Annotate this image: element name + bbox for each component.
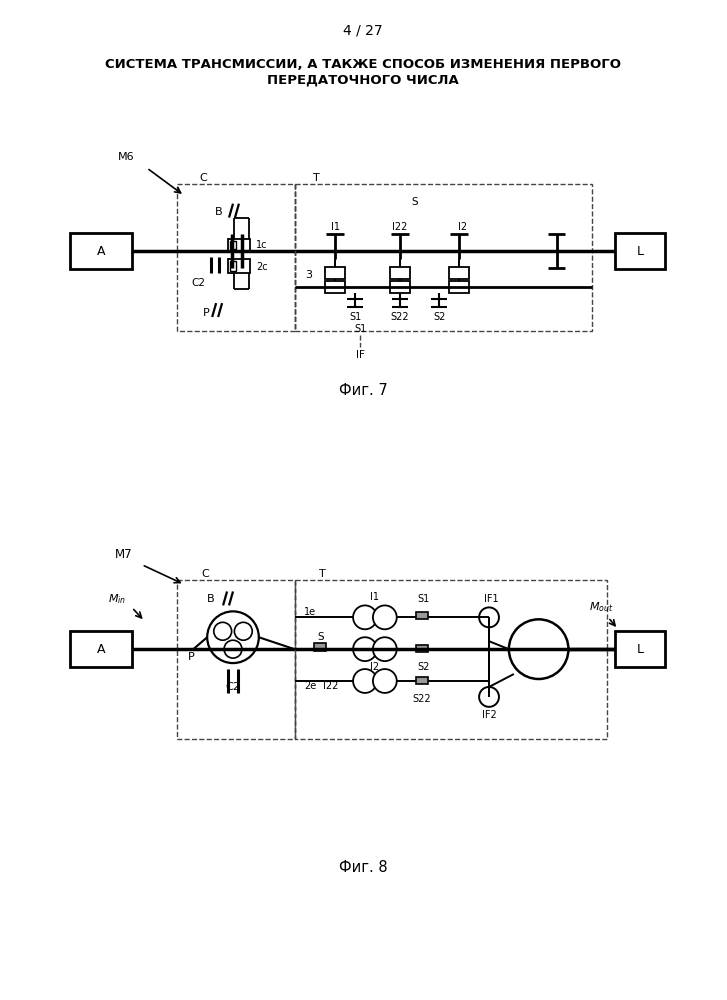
- Text: I22: I22: [323, 681, 338, 691]
- Text: S1: S1: [354, 324, 366, 334]
- Bar: [177, 184, 294, 331]
- Bar: [449, 267, 469, 279]
- Bar: [449, 281, 469, 293]
- Circle shape: [353, 605, 377, 629]
- Bar: [228, 239, 250, 251]
- Bar: [325, 281, 345, 293]
- Text: 2c: 2c: [256, 262, 268, 272]
- Text: M6: M6: [118, 152, 134, 162]
- Text: S1: S1: [349, 312, 361, 322]
- Circle shape: [224, 640, 242, 658]
- Text: A: A: [97, 643, 105, 656]
- Circle shape: [479, 687, 499, 707]
- Text: I1: I1: [331, 222, 340, 232]
- Text: IF1: IF1: [483, 594, 498, 604]
- Text: T: T: [319, 569, 326, 579]
- Text: P: P: [188, 652, 195, 662]
- Text: S22: S22: [390, 312, 409, 322]
- Circle shape: [373, 605, 397, 629]
- Text: I2: I2: [458, 222, 467, 232]
- Text: 1e: 1e: [305, 607, 316, 617]
- Text: I1: I1: [371, 592, 379, 602]
- Text: S: S: [411, 197, 418, 207]
- Text: T: T: [313, 173, 320, 183]
- Text: C2: C2: [225, 682, 241, 692]
- Bar: [325, 267, 345, 279]
- Text: 4 / 27: 4 / 27: [343, 24, 383, 38]
- Bar: [230, 241, 236, 249]
- Bar: [615, 631, 664, 667]
- Text: $M_{out}$: $M_{out}$: [589, 600, 614, 614]
- Text: L: L: [636, 643, 643, 656]
- Text: 2e: 2e: [305, 681, 316, 691]
- Circle shape: [353, 637, 377, 661]
- Text: Фиг. 8: Фиг. 8: [339, 860, 387, 875]
- Text: A: A: [97, 245, 105, 258]
- Circle shape: [234, 622, 252, 640]
- Text: IF2: IF2: [482, 710, 497, 720]
- Bar: [71, 233, 132, 269]
- Bar: [294, 580, 607, 739]
- Bar: [615, 233, 664, 269]
- Text: L: L: [636, 245, 643, 258]
- Bar: [416, 645, 427, 652]
- Text: C2: C2: [191, 278, 205, 288]
- Text: ПЕРЕДАТОЧНОГО ЧИСЛА: ПЕРЕДАТОЧНОГО ЧИСЛА: [267, 74, 459, 87]
- Text: СИСТЕМА ТРАНСМИССИИ, А ТАКЖЕ СПОСОБ ИЗМЕНЕНИЯ ПЕРВОГО: СИСТЕМА ТРАНСМИССИИ, А ТАКЖЕ СПОСОБ ИЗМЕ…: [105, 58, 621, 71]
- Bar: [228, 259, 250, 273]
- Text: S2: S2: [417, 662, 430, 672]
- Bar: [294, 184, 593, 331]
- Text: I22: I22: [392, 222, 407, 232]
- Text: S: S: [317, 632, 324, 642]
- Bar: [416, 677, 427, 684]
- Text: 3: 3: [305, 270, 312, 280]
- Text: C: C: [201, 569, 209, 579]
- Bar: [177, 580, 294, 739]
- Text: 1c: 1c: [256, 240, 268, 250]
- Circle shape: [479, 607, 499, 627]
- Circle shape: [509, 619, 569, 679]
- Text: I2: I2: [370, 662, 379, 672]
- Circle shape: [207, 611, 259, 663]
- Bar: [390, 267, 409, 279]
- Text: $M_{in}$: $M_{in}$: [108, 593, 126, 606]
- Text: IF: IF: [356, 350, 364, 360]
- Bar: [230, 261, 236, 271]
- Bar: [314, 643, 326, 651]
- Circle shape: [373, 669, 397, 693]
- Text: P: P: [203, 308, 209, 318]
- Bar: [71, 631, 132, 667]
- Circle shape: [373, 637, 397, 661]
- Text: S22: S22: [412, 694, 431, 704]
- Text: S2: S2: [433, 312, 446, 322]
- Circle shape: [353, 669, 377, 693]
- Circle shape: [214, 622, 232, 640]
- Bar: [390, 281, 409, 293]
- Text: S1: S1: [417, 594, 430, 604]
- Text: Фиг. 7: Фиг. 7: [339, 383, 387, 398]
- Text: B: B: [215, 207, 223, 217]
- Text: B: B: [207, 594, 215, 604]
- Bar: [416, 612, 427, 619]
- Text: C: C: [199, 173, 207, 183]
- Text: M7: M7: [115, 548, 132, 561]
